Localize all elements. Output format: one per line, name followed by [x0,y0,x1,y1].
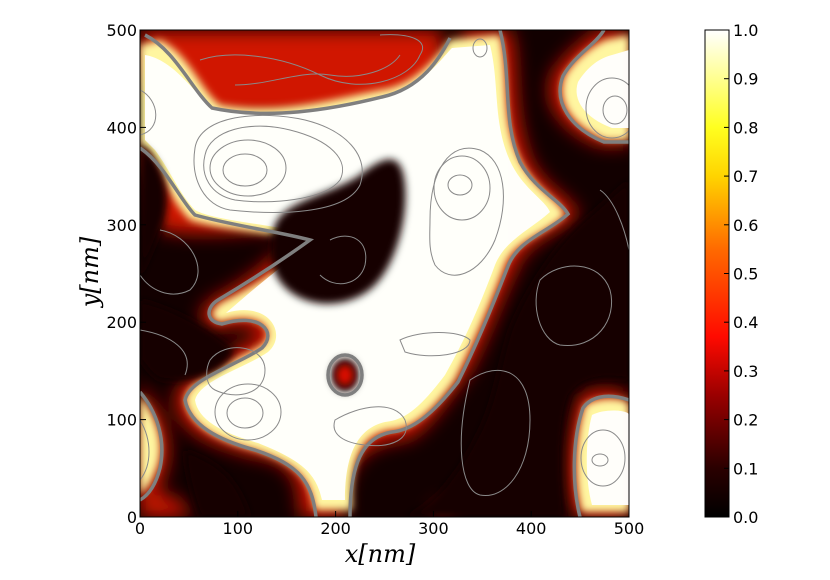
colorbar-tick-label: 0.6 [733,216,758,235]
x-tick-label: 0 [135,519,145,538]
hot-spot-center [336,364,354,386]
x-axis: 0 100 200 300 400 500 [135,511,644,538]
y-tick-label: 300 [106,216,137,235]
contour-lines [140,34,629,497]
y-axis: 0 100 200 300 400 500 [106,21,146,527]
y-tick-label: 400 [106,118,137,137]
heat-holes [140,145,629,517]
plot-area [140,30,629,517]
x-tick-label: 500 [614,519,645,538]
y-tick-label: 0 [127,508,137,527]
plot-frame [139,29,630,518]
x-tick-label: 400 [516,519,547,538]
threshold-contour [140,30,629,517]
colorbar-tick-label: 1.0 [733,21,758,40]
colorbar-tick-label: 0.0 [733,508,758,527]
y-tick-label: 500 [106,21,137,40]
x-tick-label: 200 [320,519,351,538]
colorbar-tick-label: 0.9 [733,70,758,89]
colorbar-tick-label: 0.5 [733,265,758,284]
x-tick-label: 300 [418,519,449,538]
colorbar-tick-label: 0.7 [733,167,758,186]
x-tick-label: 100 [223,519,254,538]
y-axis-label: y[nm] [76,236,104,308]
y-tick-label: 100 [106,411,137,430]
y-tick-label: 200 [106,313,137,332]
colorbar-tick-label: 0.3 [733,362,758,381]
x-axis-label: x[nm] [345,540,416,568]
colorbar-tick-label: 0.8 [733,118,758,137]
colorbar-tick-label: 0.2 [733,411,758,430]
colorbar-tick-label: 0.1 [733,459,758,478]
colorbar-tick-label: 0.4 [733,313,758,332]
colorbar-ticks: 0.0 0.1 0.2 0.3 0.4 0.5 0.6 0.7 0.8 0.9 1.0 [724,21,758,527]
